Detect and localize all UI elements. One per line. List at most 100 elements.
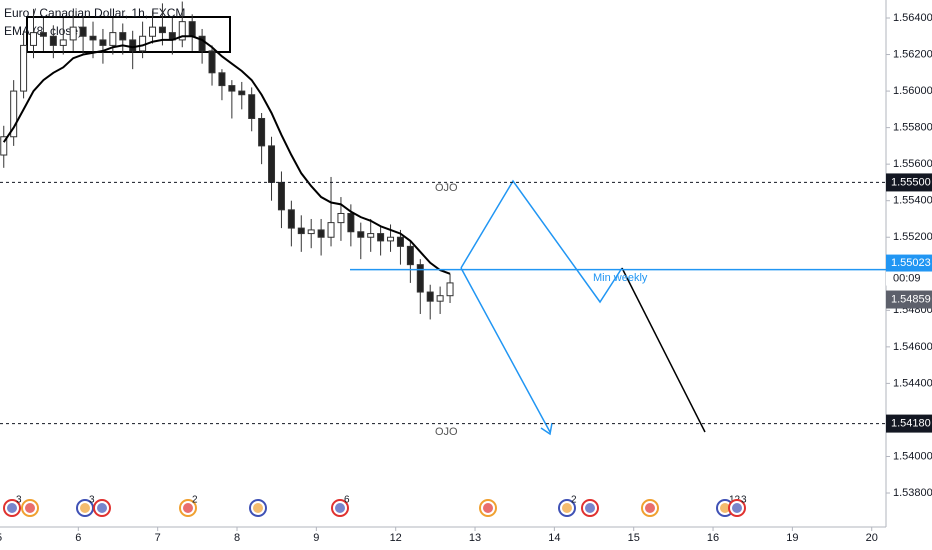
event-icon-core [720,503,730,513]
candle-body [387,236,395,242]
event-icon-core [80,503,90,513]
event-icon-core [562,503,572,513]
candle-body [426,291,434,302]
candle-body [208,50,216,74]
price-label: 1.54180 [891,417,931,429]
candle-body [188,21,196,37]
range-box [26,16,231,53]
candle-body [10,90,18,138]
candle-body [367,233,375,238]
event-count: 2 [571,495,577,506]
event-icon-core [253,503,263,513]
y-tick-label: 1.53800 [893,487,932,499]
ema-line [2,35,451,275]
event-count: 3 [741,495,747,506]
candle-body [277,181,285,211]
event-count: 6 [344,495,350,506]
x-tick-label: 16 [707,532,719,544]
event-icon-core [25,503,35,513]
x-tick-label: 6 [75,532,81,544]
x-tick-label: 19 [786,532,798,544]
candle-body [0,136,8,156]
x-tick-label: 7 [155,532,161,544]
event-icon-core [7,503,17,513]
candle-body [268,145,276,183]
annotation: Min weekly [593,272,648,284]
candle-body [436,295,444,302]
candle-body [287,209,295,229]
y-tick-label: 1.54600 [893,341,932,353]
event-icon-core [183,503,193,513]
countdown: 00:09 [893,272,921,284]
candle-body [99,39,107,46]
candle-body [129,39,137,52]
candle-body [297,227,305,235]
x-tick-label: 20 [866,532,878,544]
y-tick-label: 1.56000 [893,85,932,97]
candle-body [149,26,157,37]
candle-body [406,245,414,266]
y-tick-label: 1.55600 [893,158,932,170]
y-tick-label: 1.55800 [893,122,932,134]
candle-body [218,72,226,87]
candle-body [327,222,335,238]
candle-body [258,117,266,147]
candle-body [20,44,28,92]
event-count: 2 [192,495,198,506]
candle-body [158,26,166,34]
price-label-box [886,254,932,272]
price-label-box [886,290,932,309]
candle-body [238,90,246,96]
event-icon-core [483,503,493,513]
candle-body [416,264,424,293]
candle-body [39,32,47,37]
price-label-box [886,173,932,192]
projection-arrow [460,267,553,436]
price-label-box [886,414,932,433]
candle-body [49,35,57,46]
candle-body [317,229,325,238]
candle-body [337,212,345,224]
candle-body [307,229,315,235]
event-icon-core [97,503,107,513]
y-tick-label: 1.54400 [893,377,932,389]
price-label: 1.55023 [891,257,931,269]
candle-body [30,32,38,46]
candle-body [178,21,186,41]
annotation: OJO [435,426,458,438]
candle-body [347,212,355,233]
y-tick-label: 1.56400 [893,12,932,24]
projection-line [621,267,706,433]
candle-body [119,32,127,41]
annotation: OJO [435,182,458,194]
candle-body [59,39,67,46]
x-tick-label: 14 [548,532,560,544]
event-icon-core [335,503,345,513]
event-count: 3 [16,495,22,506]
event-icon-core [585,503,595,513]
candle-body [357,231,365,238]
countdown-box [886,271,932,286]
x-tick-label: 15 [628,532,640,544]
candle-body [69,26,77,41]
event-icon-core [645,503,655,513]
y-tick-label: 1.55200 [893,231,932,243]
x-tick-label: 13 [469,532,481,544]
y-tick-label: 1.56200 [893,48,932,60]
event-count: 3 [89,495,95,506]
y-tick-label: 1.54000 [893,450,932,462]
candle-body [377,233,385,242]
candle-body [109,32,117,46]
candle-body [198,35,206,52]
candle-body [446,282,454,297]
price-label: 1.54859 [891,293,931,305]
candle-body [228,85,236,92]
chart-title: Euro / Canadian Dollar, 1h, FXCM [4,6,185,20]
projection-line [460,179,623,304]
event-icon-core [732,503,742,513]
x-tick-label: 12 [390,532,402,544]
price-label: 1.55500 [891,176,931,188]
